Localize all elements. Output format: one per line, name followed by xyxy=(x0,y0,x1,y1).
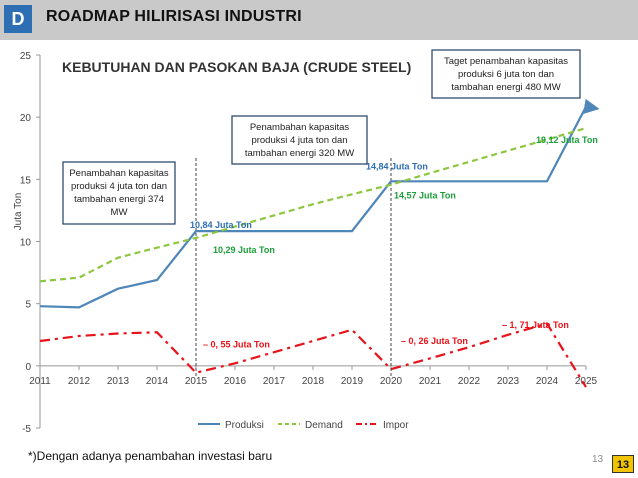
y-axis-label: Juta Ton xyxy=(13,193,24,231)
series-line-produksi xyxy=(39,106,587,309)
y-tick-label: 15 xyxy=(20,175,32,186)
section-badge: D xyxy=(4,5,32,33)
annotation-text: tambahan energi 374 xyxy=(74,194,164,205)
annotation-text: tambahan energi 320 MW xyxy=(245,148,354,159)
x-tick-label: 2017 xyxy=(263,376,286,387)
annotation-text: produksi 4 juta ton dan xyxy=(71,181,167,192)
data-label: 10,84 Juta Ton xyxy=(190,220,252,230)
annotation-text: tambahan energi 480 MW xyxy=(451,82,560,93)
annotation-text: produksi 6 juta ton dan xyxy=(458,69,554,80)
page-number: 13 xyxy=(592,454,604,465)
header-bar: D ROADMAP HILIRISASI INDUSTRI xyxy=(0,0,638,40)
y-tick-label: 0 xyxy=(25,362,31,373)
legend-label-demand: Demand xyxy=(305,420,343,431)
annotation-text: Penambahan kapasitas xyxy=(250,122,350,133)
x-tick-label: 2018 xyxy=(302,376,325,387)
x-tick-label: 2024 xyxy=(536,376,559,387)
annotation-text: Taget penambahan kapasitas xyxy=(444,56,568,67)
annotation-box xyxy=(231,115,368,165)
x-tick-label: 2012 xyxy=(68,376,91,387)
data-label: 14,57 Juta Ton xyxy=(394,191,456,201)
footer-note: *)Dengan adanya penambahan investasi bar… xyxy=(28,449,273,463)
legend-label-produksi: Produksi xyxy=(225,420,264,431)
y-tick-label: 20 xyxy=(20,113,32,124)
x-tick-label: 2021 xyxy=(419,376,442,387)
x-tick-label: 2014 xyxy=(146,376,169,387)
legend-label-impor: Impor xyxy=(383,420,409,431)
y-tick-label: 25 xyxy=(20,51,32,62)
data-label: – 0, 26 Juta Ton xyxy=(401,336,468,346)
x-tick-label: 2013 xyxy=(107,376,130,387)
data-label: 19,12 Juta Ton xyxy=(536,135,598,145)
annotation-box xyxy=(62,161,176,225)
data-label: – 0, 55 Juta Ton xyxy=(203,340,270,350)
y-tick-label: 5 xyxy=(25,300,31,311)
x-tick-label: 2020 xyxy=(380,376,403,387)
x-tick-label: 2019 xyxy=(341,376,364,387)
x-tick-label: 2023 xyxy=(497,376,520,387)
x-tick-label: 2016 xyxy=(224,376,247,387)
data-label: 14,84 Juta Ton xyxy=(366,161,428,171)
page-title: ROADMAP HILIRISASI INDUSTRI xyxy=(46,8,302,25)
annotation-text: produksi 4 juta ton dan xyxy=(251,135,347,146)
x-tick-label: 2022 xyxy=(458,376,481,387)
page-badge: 13 xyxy=(612,455,634,473)
y-tick-label: -5 xyxy=(22,424,31,435)
data-label: 10,29 Juta Ton xyxy=(213,245,275,255)
chart-title: KEBUTUHAN DAN PASOKAN BAJA (CRUDE STEEL) xyxy=(62,59,411,75)
annotation-text: MW xyxy=(111,207,128,218)
series-line-impor xyxy=(39,322,587,388)
data-label: – 1, 71 Juta Ton xyxy=(502,320,569,330)
produksi-arrow xyxy=(583,98,600,115)
x-tick-label: 2011 xyxy=(29,376,51,387)
x-tick-label: 2015 xyxy=(185,376,208,387)
annotation-text: Penambahan kapasitas xyxy=(69,168,169,179)
annotation-box xyxy=(431,49,581,99)
y-tick-label: 10 xyxy=(20,238,32,249)
x-tick-label: 2025 xyxy=(575,376,598,387)
series-line-demand xyxy=(39,127,587,283)
